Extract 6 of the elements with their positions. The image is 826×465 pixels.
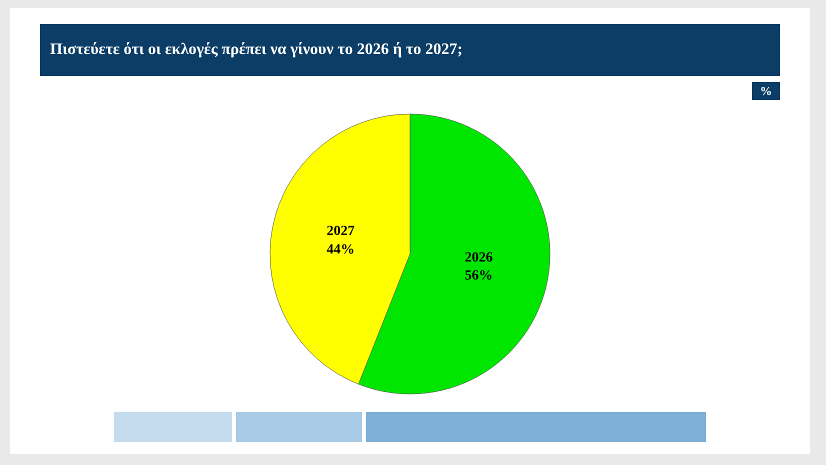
chart-title: Πιστεύετε ότι οι εκλογές πρέπει να γίνουν το 2026 ή το 2027; <box>40 24 780 76</box>
data-label: 56% <box>464 268 493 284</box>
data-label: 44% <box>326 242 355 258</box>
text: % <box>752 82 780 100</box>
slice-label: 2027 <box>326 224 355 240</box>
slice-label: 2026 <box>464 250 493 266</box>
